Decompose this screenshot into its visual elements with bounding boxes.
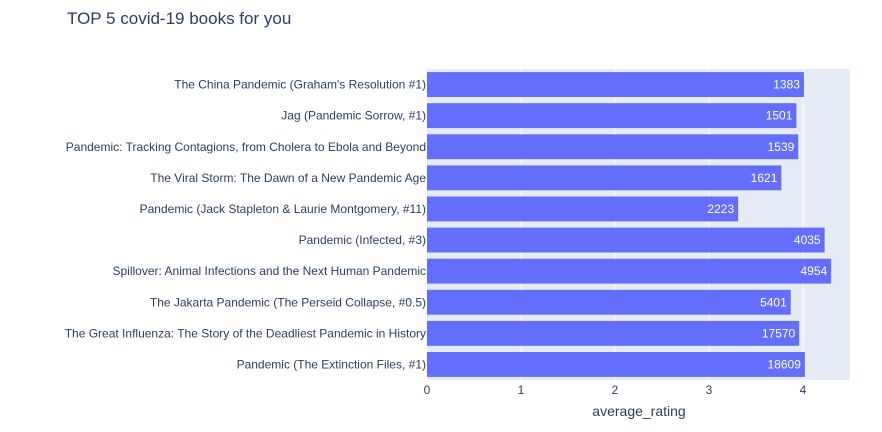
bar-value-label: 4954 [800, 264, 827, 278]
bar-value-label: 1621 [751, 171, 778, 185]
y-category-label: The Great Influenza: The Story of the De… [65, 326, 426, 340]
x-tick-label: 0 [424, 383, 431, 397]
y-category-label: The Viral Storm: The Dawn of a New Pande… [150, 171, 426, 185]
bar-value-label: 5401 [760, 295, 787, 309]
bar-value-label: 4035 [794, 233, 821, 247]
x-tick-label: 3 [706, 383, 713, 397]
bar-value-label: 18609 [768, 357, 802, 371]
bar [427, 103, 797, 129]
y-category-label: The Jakarta Pandemic (The Perseid Collap… [150, 295, 426, 309]
bar [427, 227, 825, 253]
bar [427, 134, 799, 160]
x-tick-label: 1 [518, 383, 525, 397]
x-tick-label: 4 [800, 383, 807, 397]
y-category-label: Pandemic (The Extinction Files, #1) [237, 357, 426, 371]
bar-value-label: 1539 [768, 140, 795, 154]
bar [427, 258, 832, 284]
bar [427, 289, 791, 315]
y-category-label: Pandemic: Tracking Contagions, from Chol… [66, 140, 426, 154]
chart-title: TOP 5 covid-19 books for you [67, 9, 291, 28]
bar [427, 72, 804, 97]
bar [427, 320, 800, 346]
y-category-label: Spillover: Animal Infections and the Nex… [113, 264, 427, 278]
bars: 1383 1501 1539 1621 2223 4035 4954 5401 17570 186… [427, 72, 832, 377]
bar-value-label: 2223 [707, 202, 734, 216]
y-category-label: Pandemic (Jack Stapleton & Laurie Montgo… [140, 202, 426, 216]
y-category-label: The China Pandemic (Graham's Resolution … [174, 78, 426, 92]
bar [427, 352, 805, 377]
bar [427, 165, 782, 191]
bar-value-label: 17570 [762, 326, 796, 340]
bar [427, 196, 739, 222]
bar-value-label: 1383 [773, 78, 800, 92]
x-axis-tick-labels: 0 1 2 3 4 [424, 383, 807, 397]
y-axis-category-labels: The China Pandemic (Graham's Resolution … [65, 78, 427, 372]
y-category-label: Jag (Pandemic Sorrow, #1) [281, 109, 426, 123]
x-axis-title: average_rating [592, 403, 685, 419]
bar-value-label: 1501 [766, 109, 793, 123]
x-tick-label: 2 [612, 383, 619, 397]
y-category-label: Pandemic (Infected, #3) [299, 233, 426, 247]
